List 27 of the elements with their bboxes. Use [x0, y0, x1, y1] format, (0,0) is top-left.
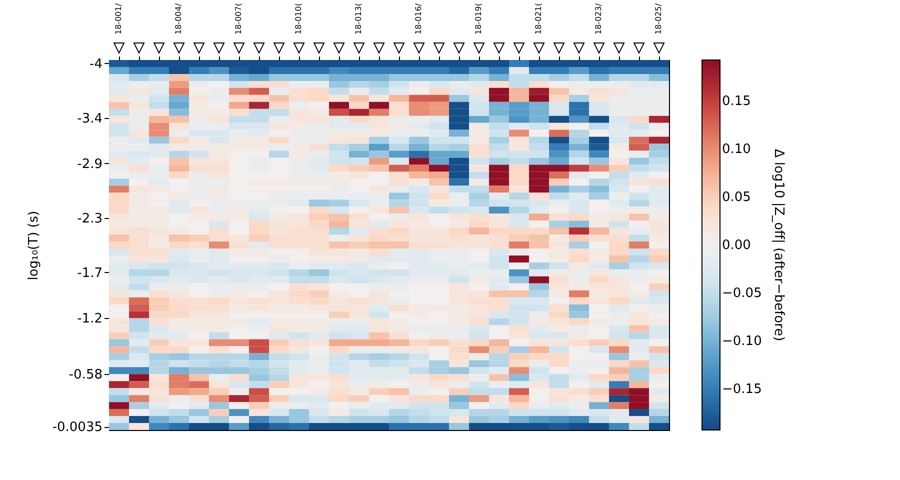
y-tick-label: -0.58	[68, 368, 102, 383]
color-bar-label: 0.00	[722, 238, 751, 253]
x-tick-label: 18-013(	[354, 3, 363, 34]
y-tick-label: -3.4	[77, 111, 102, 126]
y-axis-title: log₁₀(T) (s)	[26, 210, 42, 280]
color-bar-label: 0.15	[722, 94, 751, 110]
x-tick-label: 18-016/	[414, 3, 423, 34]
y-tick-label: -1.2	[77, 311, 102, 326]
color-bar-label: 0.05	[722, 190, 751, 206]
x-tick-label: 18-025/	[654, 3, 663, 34]
x-tick-label: 18-004/	[174, 3, 183, 34]
color-bar-label: −0.05	[722, 286, 762, 301]
color-bar-label: −0.10	[722, 334, 762, 349]
color-bar-label: −0.15	[722, 382, 762, 397]
x-tick-label: 18-010(	[294, 3, 303, 34]
color-bar-title: Δ log10 |Z_off| (after−before)	[771, 148, 786, 342]
x-tick-label: 18-007(	[234, 3, 243, 34]
y-tick-label: -2.9	[77, 156, 102, 172]
y-tick-label: -0.0035	[52, 420, 102, 436]
color-bar-label: 0.10	[722, 142, 751, 158]
x-tick-label: 18-019(	[474, 3, 483, 34]
y-tick-label: -4	[90, 56, 102, 72]
x-tick-label: 18-023/	[594, 3, 603, 34]
x-tick-label: 18-021(	[534, 3, 543, 34]
y-tick-label: -1.7	[77, 266, 102, 281]
y-tick-label: -2.3	[77, 211, 102, 226]
x-tick-label: 18-001/	[114, 3, 123, 34]
